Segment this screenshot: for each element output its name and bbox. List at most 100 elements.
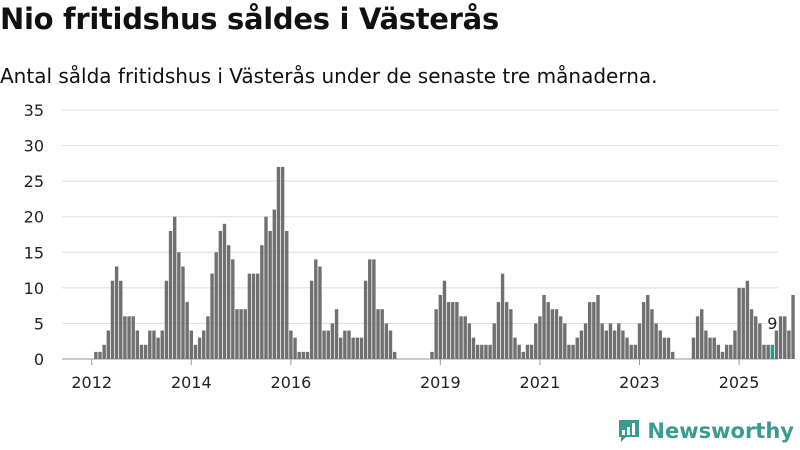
bar: [741, 287, 745, 359]
bar: [280, 166, 285, 359]
bar: [641, 302, 646, 359]
bar: [778, 316, 783, 359]
chart-title: Nio fritidshus såldes i Västerås: [0, 2, 499, 36]
bar: [152, 330, 156, 359]
bar: [600, 323, 604, 359]
bar: [276, 166, 281, 359]
bar: [475, 344, 480, 359]
bar: [434, 309, 438, 359]
bar: [206, 316, 210, 359]
bar: [98, 351, 102, 359]
bar: [716, 344, 721, 359]
bar: [695, 316, 700, 359]
bar: [197, 337, 202, 359]
bar: [704, 330, 708, 359]
bar: [459, 316, 463, 359]
bar: [355, 337, 359, 359]
bar: [156, 337, 160, 359]
bars: [94, 166, 795, 359]
bar: [251, 273, 256, 359]
bar: [529, 344, 534, 359]
bar: [525, 344, 530, 359]
bar: [226, 245, 231, 359]
bar: [571, 344, 575, 359]
bar: [538, 316, 542, 359]
bar: [646, 294, 650, 359]
bar: [745, 280, 750, 359]
bar: [463, 316, 467, 359]
bar: [309, 280, 314, 359]
bar: [629, 344, 633, 359]
bar: [492, 323, 496, 359]
bar: [791, 294, 795, 359]
bar: [256, 273, 260, 359]
bar: [430, 351, 434, 359]
bar: [351, 337, 355, 359]
bar: [160, 330, 164, 359]
bar: [534, 323, 538, 359]
data-label: 9: [767, 314, 777, 333]
bar: [218, 230, 223, 359]
x-tick-label: 2021: [520, 373, 561, 392]
data-labels: 9: [767, 314, 777, 333]
bar: [446, 302, 451, 359]
bar: [148, 330, 152, 359]
bar: [550, 309, 555, 359]
gridlines: [62, 109, 778, 360]
bar: [297, 351, 301, 359]
bar: [293, 337, 297, 359]
bar: [102, 344, 106, 359]
bar: [509, 309, 513, 359]
y-tick-label: 5: [34, 314, 44, 333]
bar: [131, 316, 135, 359]
bar: [376, 309, 380, 359]
bar: [235, 309, 239, 359]
bar: [617, 323, 621, 359]
bar: [654, 323, 658, 359]
bar: [700, 309, 704, 359]
bar: [724, 344, 729, 359]
bar: [139, 344, 144, 359]
bar: [592, 302, 596, 359]
bar: [231, 259, 235, 359]
bar: [347, 330, 351, 359]
y-tick-label: 0: [34, 350, 44, 369]
bar: [289, 330, 293, 359]
bar: [380, 309, 384, 359]
chart-subtitle: Antal sålda fritidshus i Västerås under …: [0, 64, 658, 88]
bar: [729, 344, 733, 359]
bar: [666, 337, 671, 359]
bar: [563, 323, 567, 359]
bar: [754, 316, 758, 359]
bar: [484, 344, 488, 359]
bar: [633, 344, 638, 359]
x-tick-label: 2025: [719, 373, 760, 392]
bar: [604, 330, 608, 359]
bar: [546, 302, 550, 359]
bar: [214, 252, 218, 359]
bar: [185, 302, 189, 359]
bar: [243, 309, 247, 359]
bar: [579, 330, 584, 359]
bar: [106, 330, 110, 359]
newsworthy-logo: Newsworthy: [617, 418, 794, 444]
bar: [783, 316, 787, 359]
x-axis-ticks: 2012 2014 2016 2019 2021 2023 2025: [71, 359, 759, 392]
bar: [339, 337, 343, 359]
bar: [733, 330, 737, 359]
bar: [762, 344, 766, 359]
bar: [480, 344, 484, 359]
brand-name: Newsworthy: [647, 419, 794, 443]
bar: [363, 280, 368, 359]
bar: [330, 323, 335, 359]
bar: [442, 280, 447, 359]
bar: [567, 344, 571, 359]
bar: [285, 230, 289, 359]
bar: [143, 344, 148, 359]
bar: [650, 309, 654, 359]
bar: [260, 245, 264, 359]
bar: [712, 337, 716, 359]
bar-chart-logo-icon: [619, 420, 640, 442]
y-tick-label: 30: [24, 137, 44, 156]
bar: [774, 330, 779, 359]
